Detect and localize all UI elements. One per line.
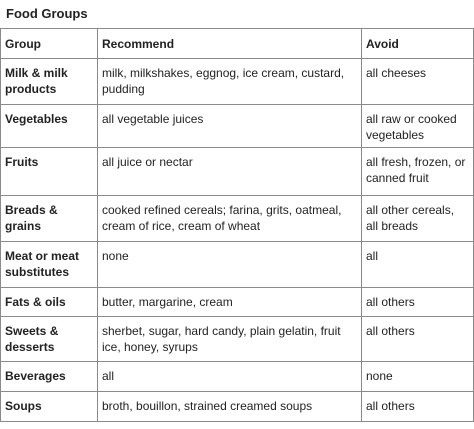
recommend-cell: all vegetable juices xyxy=(97,104,362,148)
avoid-cell: all raw or cooked vegetables xyxy=(361,104,474,148)
avoid-cell: none xyxy=(361,361,474,392)
avoid-cell: all others xyxy=(361,287,474,317)
avoid-cell: all xyxy=(361,241,474,288)
group-cell: Breads & grains xyxy=(0,195,98,242)
group-cell: Fats & oils xyxy=(0,287,98,317)
group-cell: Meat or meat substitutes xyxy=(0,241,98,288)
group-cell: Vegetables xyxy=(0,104,98,148)
column-header-group: Group xyxy=(0,28,98,59)
column-header-avoid: Avoid xyxy=(361,28,474,59)
group-cell: Milk & milk products xyxy=(0,58,98,105)
table-header-row: Group Recommend Avoid xyxy=(0,28,474,59)
recommend-cell: milk, milkshakes, eggnog, ice cream, cus… xyxy=(97,58,362,105)
column-header-recommend: Recommend xyxy=(97,28,362,59)
table-row: Meat or meat substitutes none all xyxy=(0,241,474,288)
food-groups-table: Group Recommend Avoid Milk & milk produc… xyxy=(0,28,474,422)
recommend-cell: none xyxy=(97,241,362,288)
group-cell: Sweets & desserts xyxy=(0,316,98,362)
avoid-cell: all others xyxy=(361,391,474,422)
table-row: Beverages all none xyxy=(0,361,474,392)
avoid-cell: all fresh, frozen, or canned fruit xyxy=(361,147,474,196)
group-cell: Fruits xyxy=(0,147,98,196)
recommend-cell: cooked refined cereals; farina, grits, o… xyxy=(97,195,362,242)
avoid-cell: all cheeses xyxy=(361,58,474,105)
table-row: Fruits all juice or nectar all fresh, fr… xyxy=(0,147,474,196)
table-row: Vegetables all vegetable juices all raw … xyxy=(0,104,474,148)
table-row: Soups broth, bouillon, strained creamed … xyxy=(0,391,474,422)
group-cell: Beverages xyxy=(0,361,98,392)
avoid-cell: all other cereals, all breads xyxy=(361,195,474,242)
recommend-cell: butter, margarine, cream xyxy=(97,287,362,317)
table-row: Sweets & desserts sherbet, sugar, hard c… xyxy=(0,316,474,362)
avoid-cell: all others xyxy=(361,316,474,362)
group-cell: Soups xyxy=(0,391,98,422)
table-row: Breads & grains cooked refined cereals; … xyxy=(0,195,474,242)
table-row: Milk & milk products milk, milkshakes, e… xyxy=(0,58,474,105)
recommend-cell: broth, bouillon, strained creamed soups xyxy=(97,391,362,422)
recommend-cell: all xyxy=(97,361,362,392)
recommend-cell: sherbet, sugar, hard candy, plain gelati… xyxy=(97,316,362,362)
table-caption: Food Groups xyxy=(6,6,88,21)
table-row: Fats & oils butter, margarine, cream all… xyxy=(0,287,474,317)
recommend-cell: all juice or nectar xyxy=(97,147,362,196)
